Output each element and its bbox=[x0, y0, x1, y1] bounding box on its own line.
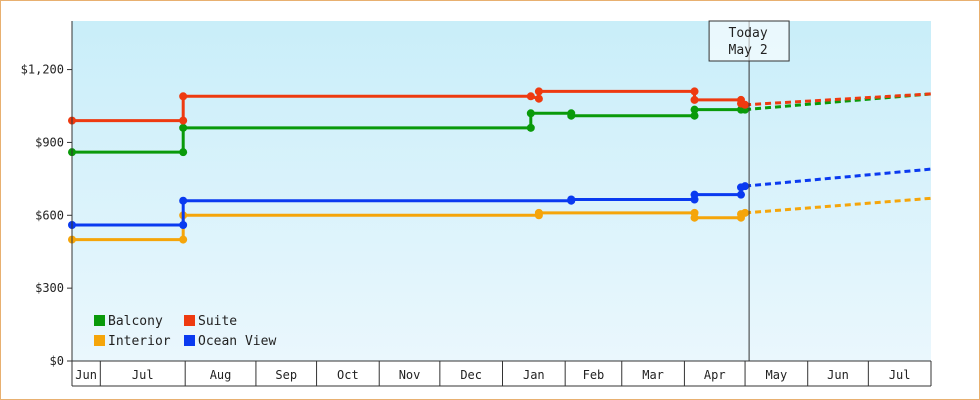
data-point bbox=[567, 111, 576, 120]
y-tick-label: $0 bbox=[50, 354, 64, 368]
series-balcony bbox=[68, 92, 932, 157]
series-ocean-view bbox=[68, 167, 932, 229]
series-suite bbox=[68, 87, 932, 125]
x-tick-label: Nov bbox=[399, 368, 421, 382]
x-tick-label: Apr bbox=[704, 368, 726, 382]
data-point bbox=[690, 87, 699, 96]
data-point bbox=[179, 148, 188, 157]
x-tick-label: Oct bbox=[337, 368, 359, 382]
legend-item-ocean-view: Ocean View bbox=[184, 334, 276, 349]
data-point bbox=[526, 109, 535, 118]
data-point bbox=[690, 111, 699, 120]
y-tick-label: $900 bbox=[35, 135, 64, 149]
x-tick-label: Feb bbox=[583, 368, 605, 382]
legend-swatch bbox=[184, 315, 195, 326]
legend-item-suite: Suite bbox=[184, 314, 237, 329]
data-point bbox=[179, 123, 188, 132]
x-tick-label: Sep bbox=[275, 368, 297, 382]
plot-background bbox=[72, 21, 931, 361]
forecast-line-interior bbox=[744, 196, 932, 215]
x-tick-label: Jun bbox=[827, 368, 849, 382]
data-point bbox=[737, 190, 746, 199]
today-marker: Today May 2 bbox=[708, 20, 790, 361]
today-label: Today bbox=[729, 26, 768, 41]
data-point bbox=[179, 116, 188, 125]
y-tick-label: $600 bbox=[35, 208, 64, 222]
x-tick-label: Jun bbox=[75, 368, 97, 382]
today-label-box bbox=[708, 20, 790, 62]
legend-swatch bbox=[94, 315, 105, 326]
legend-label: Ocean View bbox=[198, 334, 276, 349]
x-tick-label: Jul bbox=[889, 368, 911, 382]
legend-item-interior: Interior bbox=[94, 334, 171, 349]
data-point bbox=[179, 235, 188, 244]
data-point bbox=[179, 92, 188, 101]
y-tick-label: $1,200 bbox=[21, 63, 64, 77]
x-tick-label: Jul bbox=[132, 368, 154, 382]
legend-swatch bbox=[184, 335, 195, 346]
data-point bbox=[534, 87, 543, 96]
series-layer bbox=[68, 87, 932, 244]
data-point bbox=[690, 95, 699, 104]
legend: Balcony Suite Interior Ocean View bbox=[94, 314, 276, 349]
data-point bbox=[534, 94, 543, 103]
data-point bbox=[179, 221, 188, 229]
x-tick-label: Mar bbox=[642, 368, 664, 382]
x-tick-label: Jan bbox=[523, 368, 545, 382]
x-tick-label: Aug bbox=[210, 368, 232, 382]
data-point bbox=[534, 208, 543, 217]
x-tick-label: May bbox=[766, 368, 788, 382]
legend-label: Balcony bbox=[108, 314, 163, 329]
data-point bbox=[690, 213, 699, 222]
data-point bbox=[741, 100, 750, 109]
today-date-label: May 2 bbox=[729, 43, 768, 58]
data-point bbox=[526, 123, 535, 132]
data-point bbox=[741, 208, 750, 217]
forecast-line-suite bbox=[745, 92, 932, 107]
y-tick-label: $300 bbox=[35, 281, 64, 295]
data-point bbox=[690, 190, 699, 199]
data-point bbox=[179, 196, 188, 205]
legend-label: Interior bbox=[108, 334, 171, 349]
x-tick-label: Dec bbox=[460, 368, 482, 382]
legend-item-balcony: Balcony bbox=[94, 314, 163, 329]
legend-swatch bbox=[94, 335, 105, 346]
axes-layer: $0 $300 $600 $900 $1,200 Jun Jul Aug Sep Oct Nov De… bbox=[21, 21, 932, 387]
forecast-line-ocean-view bbox=[744, 167, 932, 188]
legend-label: Suite bbox=[198, 314, 237, 329]
data-point bbox=[526, 92, 535, 101]
data-point bbox=[567, 195, 576, 204]
data-point bbox=[690, 105, 699, 114]
data-point bbox=[741, 182, 750, 191]
